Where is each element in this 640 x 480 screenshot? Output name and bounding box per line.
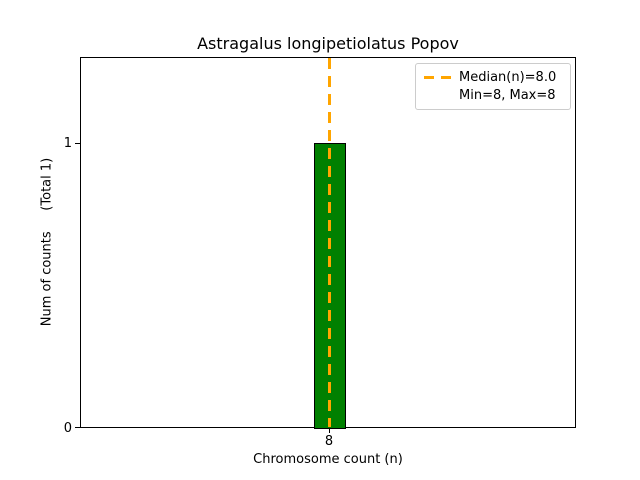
median-line — [328, 58, 331, 427]
legend-item-median: Median(n)=8.0 — [424, 68, 562, 87]
y-tick-mark-1 — [75, 143, 80, 144]
chart-title: Astragalus longipetiolatus Popov — [197, 34, 459, 53]
y-tick-mark-0 — [75, 427, 80, 428]
x-axis-label: Chromosome count (n) — [253, 452, 403, 467]
legend-dashed-line-icon — [424, 75, 451, 79]
legend-box: Median(n)=8.0 Min=8, Max=8 — [415, 63, 571, 110]
x-tick-mark-8 — [329, 428, 330, 433]
plot-area — [80, 57, 576, 429]
legend-empty-handle — [424, 94, 451, 97]
legend-label-median: Median(n)=8.0 — [459, 69, 557, 85]
y-tick-label-1: 1 — [63, 136, 72, 151]
legend-item-minmax: Min=8, Max=8 — [424, 87, 562, 106]
x-tick-label-8: 8 — [324, 434, 334, 449]
legend-label-minmax: Min=8, Max=8 — [459, 88, 556, 104]
y-axis-label: Num of counts (Total 1) — [39, 157, 55, 327]
y-tick-label-0: 0 — [63, 421, 72, 436]
